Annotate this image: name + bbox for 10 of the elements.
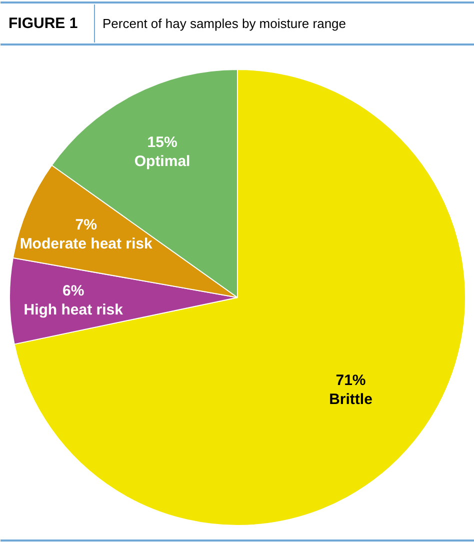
slice-label: Optimal	[134, 153, 190, 170]
data-label: 7%	[75, 216, 97, 234]
chart-title: FIGURE 1	[8, 15, 78, 32]
slice-label: High heat risk	[24, 302, 124, 319]
data-label: 71%	[336, 372, 366, 390]
data-label: 15%	[147, 134, 178, 152]
slice-label: Brittle	[329, 391, 372, 408]
chart-subtitle: Percent of hay samples by moisture range	[102, 16, 346, 31]
data-label: 6%	[62, 282, 84, 300]
slice-label: Moderate heat risk	[20, 236, 154, 253]
